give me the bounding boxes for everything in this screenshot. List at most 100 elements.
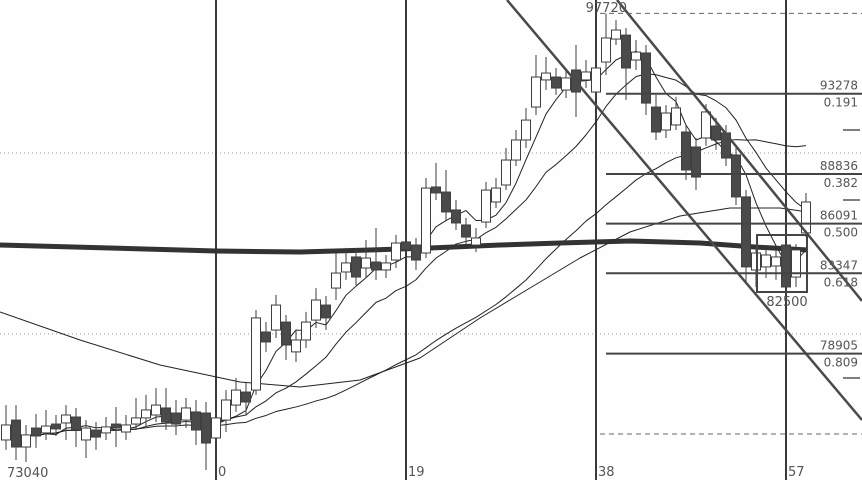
thick-ma-line: [0, 238, 809, 255]
candle-bearish: [651, 106, 661, 133]
candle-bullish: [791, 249, 801, 278]
candle-bullish: [631, 51, 641, 61]
fib-price-label: 86091: [820, 209, 858, 223]
candle-bullish: [141, 409, 151, 419]
candle-bullish: [531, 76, 541, 108]
candle-bearish: [111, 423, 121, 429]
fib-ratio-label: 0.618: [824, 275, 858, 289]
fib-ratio-label: 0.500: [824, 226, 858, 240]
candle-bullish: [341, 262, 351, 273]
fib-ratio-label: 0.809: [824, 356, 858, 370]
candle-bearish: [171, 412, 181, 425]
candle-bearish: [711, 125, 721, 141]
candle-bearish: [281, 321, 291, 346]
candle-bearish: [441, 191, 451, 213]
candle-bearish: [71, 416, 81, 431]
candle-bearish: [731, 154, 741, 198]
sma-34-line: [5, 139, 807, 437]
trend-channel-line: [616, 0, 862, 302]
candle-bullish: [421, 187, 431, 254]
candle-bullish: [511, 139, 521, 161]
candle-bullish: [271, 304, 281, 331]
candle-bearish: [241, 391, 251, 403]
x-axis-label: 57: [788, 465, 805, 480]
candle-bullish: [301, 321, 311, 341]
candle-bullish: [491, 187, 501, 203]
candle-bearish: [351, 256, 361, 278]
candle-bearish: [641, 52, 651, 104]
candle-bullish: [101, 426, 111, 434]
candle-bearish: [621, 34, 631, 69]
candle-bearish: [191, 411, 201, 431]
candle-bullish: [181, 407, 191, 421]
candle-bullish: [671, 107, 681, 126]
peak-price-label: 97720: [586, 1, 627, 16]
candle-bearish: [451, 209, 461, 224]
candle-bullish: [581, 71, 591, 81]
candle-bullish: [501, 159, 511, 186]
candle-bullish: [211, 417, 221, 439]
fib-price-label: 83347: [820, 258, 858, 272]
candle-bullish: [541, 72, 551, 81]
candle-bearish: [781, 244, 791, 288]
candle-bearish: [161, 407, 171, 423]
candle-bearish: [401, 241, 411, 251]
candle-bullish: [481, 189, 491, 223]
candle-bearish: [31, 427, 41, 437]
candle-bullish: [41, 425, 51, 434]
candle-bullish: [361, 257, 371, 269]
candle-bearish: [91, 429, 101, 438]
trend-channel-line: [506, 0, 862, 421]
candle-bullish: [221, 399, 231, 421]
candle-bullish: [331, 272, 341, 289]
box-price-label: 82500: [766, 295, 807, 310]
candle-bullish: [591, 67, 601, 93]
candle-bullish: [561, 77, 571, 91]
candle-bullish: [1, 424, 11, 441]
candle-bearish: [461, 224, 471, 238]
candle-bullish: [21, 434, 31, 448]
candle-bullish: [701, 111, 711, 139]
candle-bullish: [311, 299, 321, 321]
x-axis-label: 19: [408, 465, 425, 480]
candle-bullish: [151, 404, 161, 416]
candle-bullish: [231, 389, 241, 406]
candle-bearish: [551, 76, 561, 89]
candle-bullish: [81, 427, 91, 441]
candle-bullish: [291, 339, 301, 353]
x-axis-label: 0: [218, 465, 226, 480]
x-axis-label: 38: [598, 465, 615, 480]
fib-ratio-label: 0.191: [824, 96, 858, 110]
candle-bearish: [691, 146, 701, 178]
candle-bearish: [321, 304, 331, 319]
candle-bearish: [431, 186, 441, 194]
fib-price-label: 88836: [820, 159, 858, 173]
fib-ratio-label: 0.382: [824, 176, 858, 190]
candle-bearish: [411, 244, 421, 261]
candle-bullish: [611, 29, 621, 40]
lows-highlight-box[interactable]: [756, 234, 808, 293]
candle-bullish: [391, 242, 401, 261]
candle-bearish: [371, 261, 381, 271]
candle-bullish: [601, 37, 611, 63]
candle-bearish: [741, 196, 751, 268]
candle-bullish: [471, 237, 481, 246]
candle-bearish: [51, 423, 61, 430]
candle-bullish: [761, 254, 771, 268]
low-price-label: 73040: [7, 466, 48, 480]
candle-bullish: [121, 424, 131, 433]
candle-bullish: [381, 262, 391, 271]
long-ma-line: [0, 207, 809, 388]
candle-bullish: [61, 414, 71, 424]
candle-bearish: [11, 419, 21, 448]
candle-bullish: [251, 317, 261, 391]
candle-bearish: [261, 331, 271, 343]
candle-bullish: [661, 112, 671, 131]
candle-bullish: [131, 417, 141, 425]
candle-bearish: [681, 131, 691, 171]
candle-bullish: [771, 256, 781, 267]
fib-price-label: 78905: [820, 339, 858, 353]
fib-price-label: 93278: [820, 79, 858, 93]
